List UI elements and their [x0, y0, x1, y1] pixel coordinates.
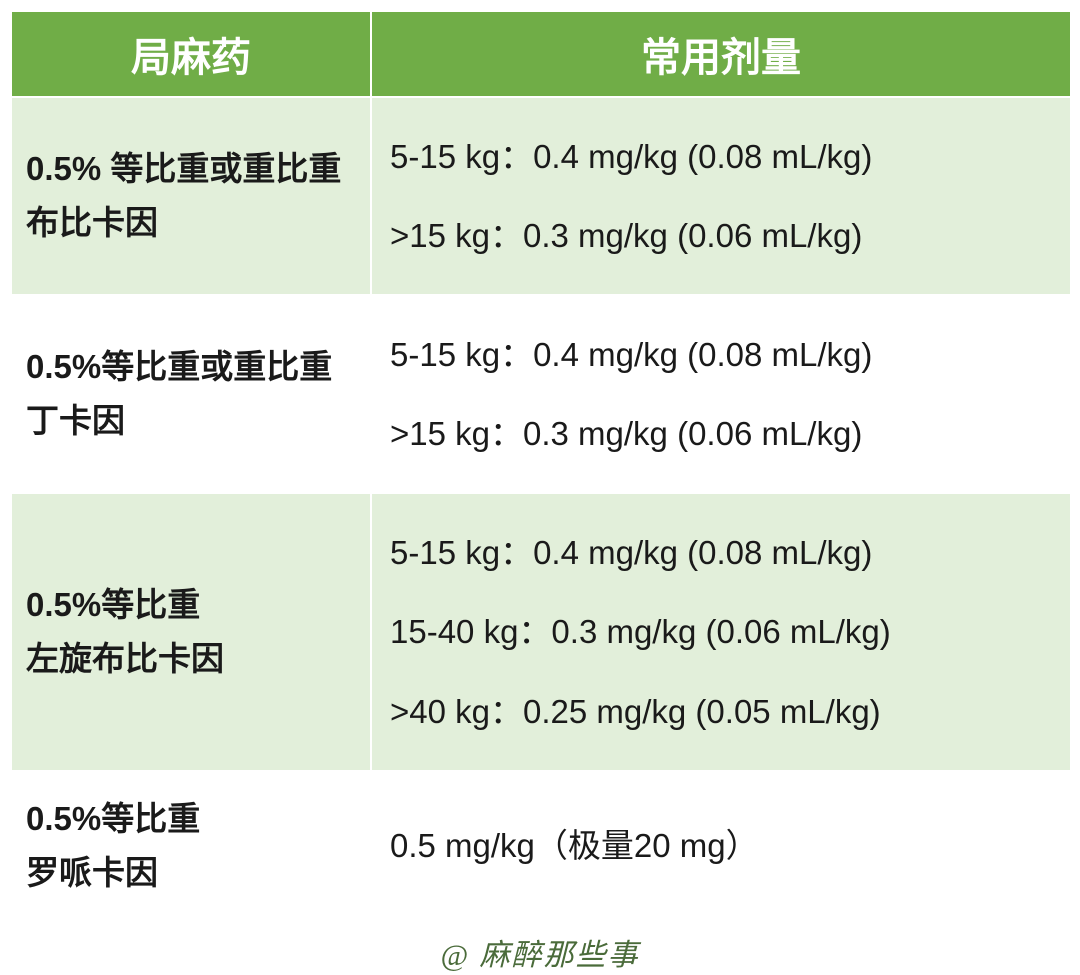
- drug-cell: 0.5% 等比重或重比重 布比卡因: [11, 97, 371, 295]
- dose-cell: 5-15 kg：0.4 mg/kg (0.08 mL/kg) >15 kg：0.…: [371, 97, 1071, 295]
- dose-line: >15 kg：0.3 mg/kg (0.06 mL/kg): [390, 409, 1056, 459]
- dose-line: 5-15 kg：0.4 mg/kg (0.08 mL/kg): [390, 132, 1056, 182]
- dose-line: 15-40 kg：0.3 mg/kg (0.06 mL/kg): [390, 607, 1056, 657]
- dose-cell: 5-15 kg：0.4 mg/kg (0.08 mL/kg) 15-40 kg：…: [371, 493, 1071, 771]
- dose-line: >15 kg：0.3 mg/kg (0.06 mL/kg): [390, 211, 1056, 261]
- drug-line: 罗哌卡因: [26, 846, 358, 900]
- drug-line: 布比卡因: [26, 196, 358, 250]
- header-drug: 局麻药: [11, 11, 371, 97]
- table-row: 0.5%等比重 左旋布比卡因 5-15 kg：0.4 mg/kg (0.08 m…: [11, 493, 1071, 771]
- header-dose: 常用剂量: [371, 11, 1071, 97]
- dose-line: 5-15 kg：0.4 mg/kg (0.08 mL/kg): [390, 330, 1056, 380]
- table-container: 局麻药 常用剂量 0.5% 等比重或重比重 布比卡因 5-15 kg：0.4 m…: [0, 0, 1080, 974]
- dosage-table: 局麻药 常用剂量 0.5% 等比重或重比重 布比卡因 5-15 kg：0.4 m…: [10, 10, 1072, 922]
- drug-line: 丁卡因: [26, 394, 358, 448]
- table-row: 0.5%等比重 罗哌卡因 0.5 mg/kg（极量20 mg）: [11, 771, 1071, 921]
- dose-line: >40 kg：0.25 mg/kg (0.05 mL/kg): [390, 687, 1056, 737]
- footer-credit: @ 麻醉那些事: [10, 930, 1070, 974]
- drug-line: 左旋布比卡因: [26, 632, 358, 686]
- drug-line: 0.5%等比重或重比重: [26, 340, 358, 394]
- drug-line: 0.5%等比重: [26, 792, 358, 846]
- drug-cell: 0.5%等比重或重比重 丁卡因: [11, 295, 371, 493]
- drug-cell: 0.5%等比重 罗哌卡因: [11, 771, 371, 921]
- table-header-row: 局麻药 常用剂量: [11, 11, 1071, 97]
- dose-cell: 0.5 mg/kg（极量20 mg）: [371, 771, 1071, 921]
- dose-cell: 5-15 kg：0.4 mg/kg (0.08 mL/kg) >15 kg：0.…: [371, 295, 1071, 493]
- drug-line: 0.5%等比重: [26, 578, 358, 632]
- drug-line: 0.5% 等比重或重比重: [26, 142, 358, 196]
- dose-line: 5-15 kg：0.4 mg/kg (0.08 mL/kg): [390, 528, 1056, 578]
- dose-line: 0.5 mg/kg（极量20 mg）: [390, 821, 1056, 871]
- table-row: 0.5% 等比重或重比重 布比卡因 5-15 kg：0.4 mg/kg (0.0…: [11, 97, 1071, 295]
- drug-cell: 0.5%等比重 左旋布比卡因: [11, 493, 371, 771]
- table-row: 0.5%等比重或重比重 丁卡因 5-15 kg：0.4 mg/kg (0.08 …: [11, 295, 1071, 493]
